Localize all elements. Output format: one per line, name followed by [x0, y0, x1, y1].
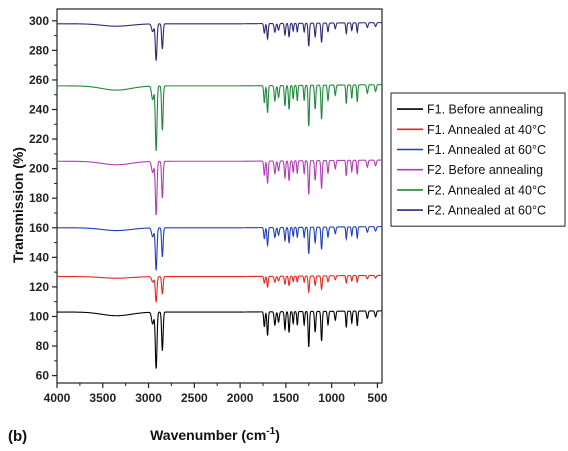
legend-label: F2. Before annealing [427, 163, 543, 177]
series-line-3 [57, 226, 382, 271]
legend-label: F2. Annealed at 40°C [427, 183, 546, 197]
y-tick-label: 100 [29, 309, 49, 323]
series-line-4 [57, 159, 382, 216]
series-line-1 [57, 310, 382, 369]
plot-frame [56, 8, 383, 384]
x-tick-label: 1500 [273, 391, 300, 405]
series-line-2 [57, 274, 382, 303]
x-tick-label: 500 [367, 391, 387, 405]
y-tick-label: 120 [29, 280, 49, 294]
x-tick-label: 3500 [89, 391, 116, 405]
y-tick-label: 80 [36, 339, 50, 353]
legend-label: F1. Annealed at 40°C [427, 123, 546, 137]
y-tick-label: 300 [29, 14, 49, 28]
series-line-5 [57, 84, 382, 152]
plot-border [56, 8, 383, 384]
x-tick-label: 4000 [44, 391, 71, 405]
y-tick-label: 220 [29, 132, 49, 146]
y-tick-label: 200 [29, 162, 49, 176]
y-tick-label: 280 [29, 43, 49, 57]
panel-label: (b) [8, 428, 27, 445]
y-axis-title: Transmission (%) [10, 147, 26, 263]
legend-label: F1. Annealed at 60°C [427, 143, 546, 157]
legend-box [390, 92, 566, 227]
legend: F1. Before annealing F1. Annealed at 40°C… [390, 92, 566, 227]
series-layer [57, 22, 382, 369]
axes-layer: 4000 3500 3000 2500 2000 1500 1000 500 60 80 100 12… [29, 14, 388, 405]
y-tick-label: 240 [29, 103, 49, 117]
y-tick-label: 180 [29, 191, 49, 205]
x-axis-title-close: ) [275, 427, 280, 443]
x-tick-label: 2500 [181, 391, 208, 405]
y-tick-label: 260 [29, 73, 49, 87]
x-tick-label: 2000 [227, 391, 254, 405]
x-axis-title: Wavenumber (cm-1) [150, 426, 280, 443]
x-axis-title-main: Wavenumber (cm [150, 427, 266, 443]
y-tick-label: 160 [29, 221, 49, 235]
legend-label: F1. Before annealing [427, 103, 543, 117]
y-tick-label: 140 [29, 250, 49, 264]
series-line-6 [57, 22, 382, 61]
x-tick-label: 1000 [318, 391, 345, 405]
x-tick-label: 3000 [135, 391, 162, 405]
legend-label: F2. Annealed at 60°C [427, 204, 546, 218]
x-axis-title-superscript: -1 [266, 426, 275, 437]
y-tick-label: 60 [36, 369, 50, 383]
